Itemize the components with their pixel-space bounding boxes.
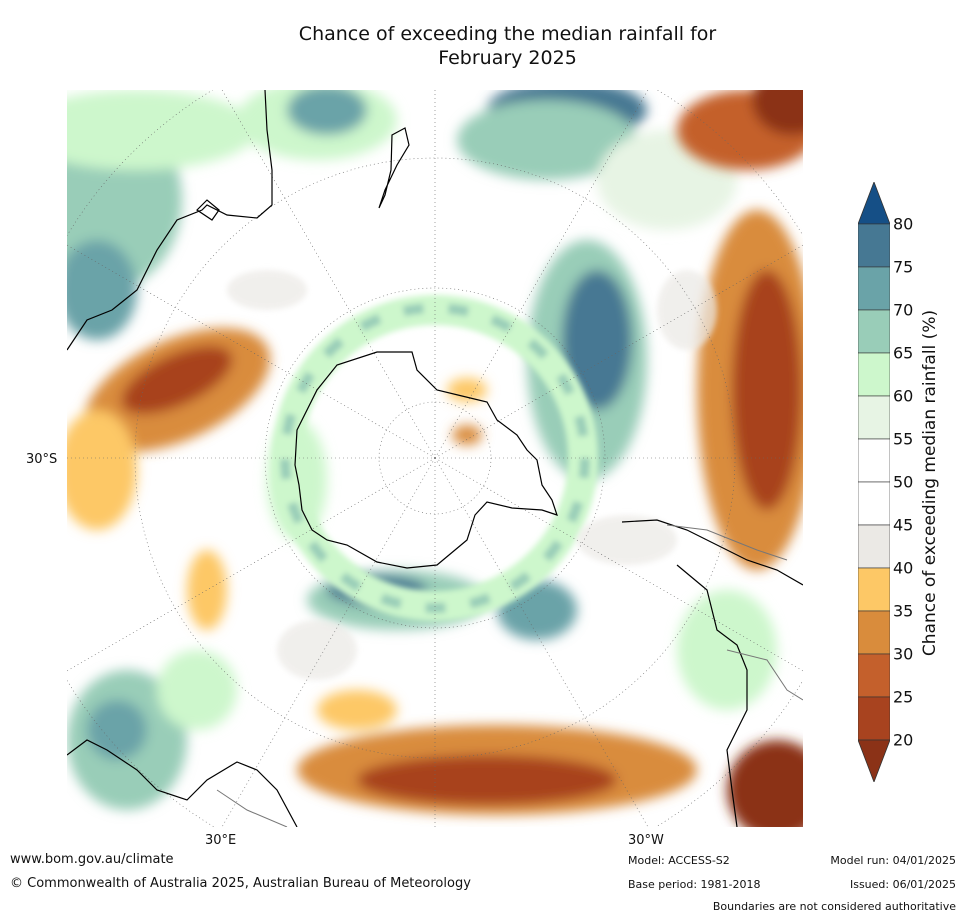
- colorbar-segment: [858, 309, 890, 354]
- colorbar-tick-label: 25: [893, 687, 914, 707]
- footer-model: Model: ACCESS-S2: [628, 854, 730, 867]
- colorbar-tick-label: 20: [893, 730, 914, 750]
- colorbar: [858, 182, 890, 782]
- colorbar-segment: [858, 352, 890, 397]
- south-america-east-coast: [676, 564, 748, 827]
- colorbar-segment: [858, 481, 890, 526]
- graticule: [67, 90, 803, 827]
- footer-base-period: Base period: 1981-2018: [628, 878, 761, 891]
- colorbar-segments: [858, 182, 890, 782]
- colorbar-segment: [858, 223, 890, 268]
- colorbar-extend-min: [858, 739, 890, 782]
- colorbar-segment: [858, 653, 890, 698]
- new-zealand-coast: [378, 127, 410, 209]
- map-canvas: [67, 90, 803, 827]
- longitude-label-30w: 30°W: [628, 833, 664, 848]
- footer-url[interactable]: www.bom.gov.au/climate: [10, 852, 174, 867]
- colorbar-tick-label: 55: [893, 429, 914, 449]
- colorbar-tick-label: 80: [893, 214, 914, 234]
- colorbar-label: Chance of exceeding median rainfall (%): [920, 309, 940, 657]
- colorbar-tick-label: 65: [893, 343, 914, 363]
- country-borders: [216, 524, 803, 827]
- dry-anomaly-regions: [67, 90, 803, 827]
- colorbar-segment: [858, 610, 890, 655]
- coastlines: [67, 90, 803, 827]
- colorbar-segment: [858, 438, 890, 483]
- rainfall-map: [67, 90, 803, 827]
- australia-coast: [67, 90, 273, 351]
- colorbar-segment: [858, 395, 890, 440]
- colorbar-segment: [858, 567, 890, 612]
- colorbar-segment: [858, 696, 890, 741]
- colorbar-tick-label: 50: [893, 472, 914, 492]
- colorbar-segment: [858, 266, 890, 311]
- neutral-regions: [227, 270, 717, 680]
- wet-anomaly-regions: [67, 90, 777, 810]
- latitude-label-30s: 30°S: [26, 452, 58, 467]
- africa-coast: [67, 739, 298, 827]
- title-line-1: Chance of exceeding the median rainfall …: [298, 23, 717, 45]
- tasmania-coast: [196, 199, 220, 221]
- colorbar-tick-label: 35: [893, 601, 914, 621]
- south-america-coast: [621, 519, 803, 586]
- title-line-2: February 2025: [438, 47, 577, 69]
- colorbar-tick-label: 75: [893, 257, 914, 277]
- map-title: Chance of exceeding the median rainfall …: [200, 22, 815, 70]
- colorbar-tick-label: 45: [893, 515, 914, 535]
- colorbar-tick-label: 30: [893, 644, 914, 664]
- longitude-label-30e: 30°E: [205, 833, 237, 848]
- footer-disclaimer: Boundaries are not considered authoritat…: [712, 900, 956, 913]
- colorbar-tick-label: 70: [893, 300, 914, 320]
- footer-model-run: Model run: 04/01/2025: [830, 854, 956, 867]
- colorbar-segment: [858, 524, 890, 569]
- footer-issued: Issued: 06/01/2025: [849, 878, 956, 891]
- antarctica-coast: [294, 351, 558, 569]
- footer-copyright: © Commonwealth of Australia 2025, Austra…: [10, 876, 471, 891]
- colorbar-extend-max: [858, 182, 890, 225]
- colorbar-tick-label: 40: [893, 558, 914, 578]
- colorbar-tick-label: 60: [893, 386, 914, 406]
